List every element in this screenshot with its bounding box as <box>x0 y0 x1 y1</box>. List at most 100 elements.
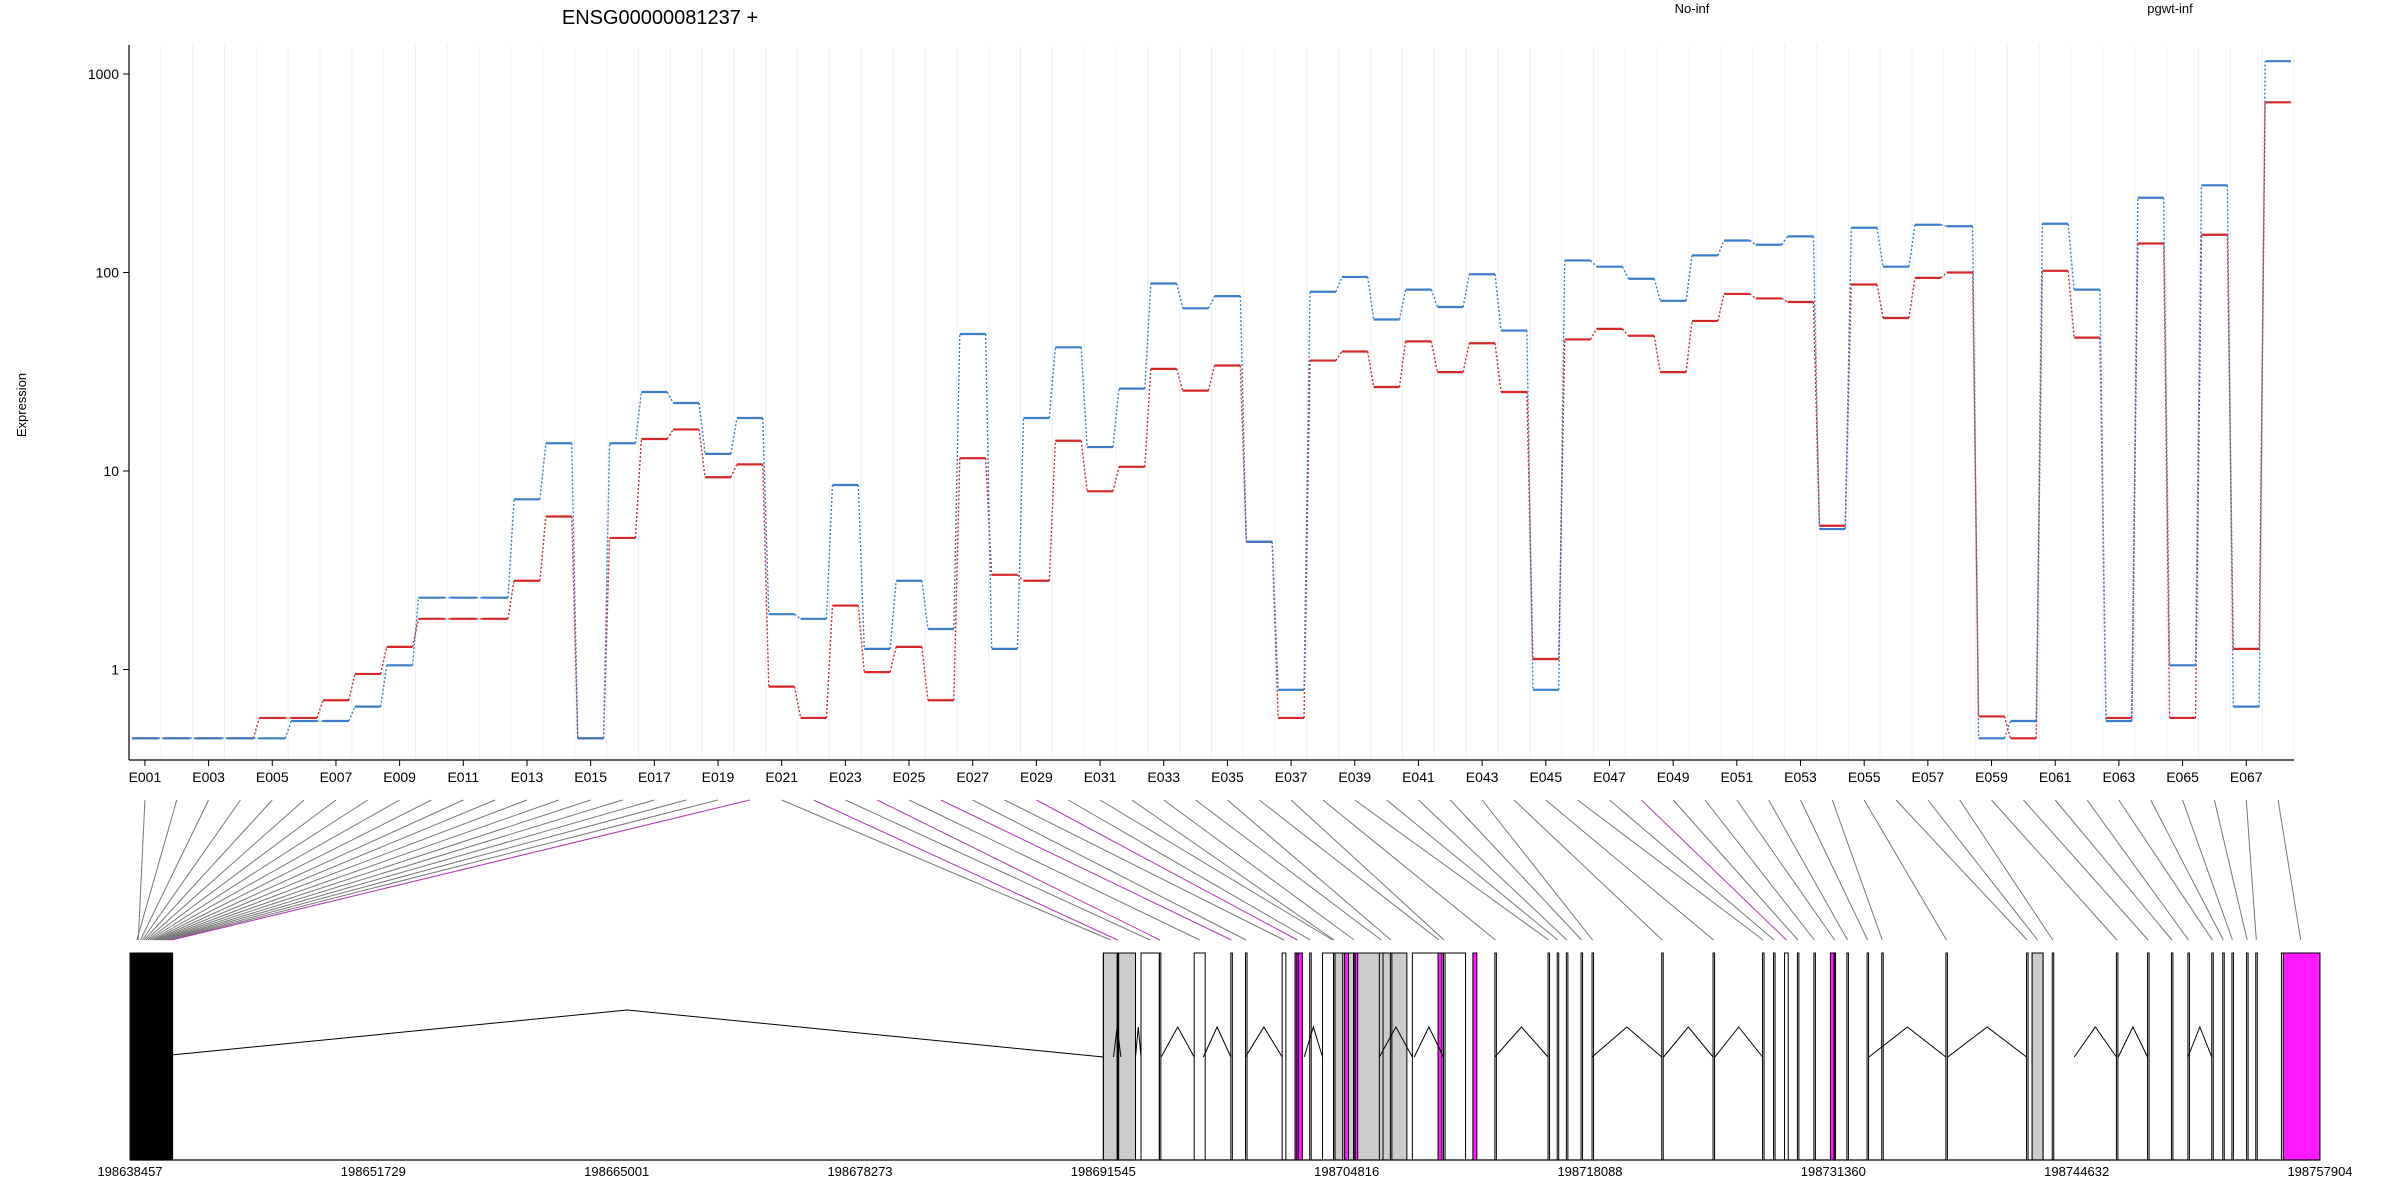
connector-line <box>1322 799 1496 941</box>
series-connector <box>2003 720 2012 739</box>
intron-line <box>1413 1025 1444 1058</box>
exon-outline <box>1773 952 1776 1161</box>
series-connector <box>411 618 420 648</box>
exon-block <box>1102 952 1119 1161</box>
x-tick-label: E015 <box>574 769 607 785</box>
intron-line <box>1378 1025 1413 1058</box>
genomic-tick-label: 198731360 <box>1801 1164 1866 1179</box>
x-tick-label: E003 <box>192 769 225 785</box>
series-connector <box>1558 260 1566 690</box>
x-tick-label: E053 <box>1784 769 1817 785</box>
connector-line <box>972 799 1247 941</box>
exon-outline <box>1945 952 1948 1161</box>
x-tick-label: E011 <box>447 769 479 785</box>
series-connector <box>921 646 929 701</box>
series-connector <box>2194 185 2203 666</box>
series-connector <box>698 429 706 478</box>
series-connector <box>348 706 356 722</box>
series-connector <box>2162 243 2171 718</box>
x-tick-label: E049 <box>1657 769 1690 785</box>
intron-line <box>2117 1025 2149 1058</box>
exon-outline <box>168 952 172 1161</box>
series-connector <box>1175 283 1184 309</box>
series-connector <box>348 673 356 701</box>
connector-line <box>2182 799 2233 941</box>
series-connector <box>953 458 961 701</box>
series-connector <box>1462 343 1470 373</box>
exon-outline <box>1784 952 1789 1161</box>
exon-block <box>1472 952 1478 1161</box>
exon-outline <box>1796 952 1800 1161</box>
series-connector <box>1812 302 1821 526</box>
connector-line <box>143 799 273 941</box>
exon-outline <box>1866 952 1870 1161</box>
connector-line <box>940 799 1232 941</box>
series-connector <box>762 464 770 687</box>
series-connector <box>889 646 897 673</box>
series-connector <box>825 605 834 718</box>
x-tick-label: E043 <box>1466 769 1499 785</box>
y-tick-label: 1000 <box>88 66 119 82</box>
gene-model-track <box>129 952 2321 1161</box>
connector-line <box>1704 799 1815 941</box>
x-tick-label: E025 <box>893 769 926 785</box>
connector-line <box>137 799 146 941</box>
connector-line <box>1577 799 1764 941</box>
genomic-tick-label: 198704816 <box>1314 1164 1379 1179</box>
exon-outline <box>1158 952 1162 1161</box>
series-connector <box>1494 343 1502 393</box>
exon-outline <box>144 952 148 1161</box>
connector-line <box>1640 799 1787 941</box>
connector-line <box>154 799 464 941</box>
connector-line <box>813 799 1118 941</box>
x-tick-label: E035 <box>1211 769 1244 785</box>
intron-line <box>1663 1026 1714 1058</box>
x-tick-label: E023 <box>829 769 862 785</box>
intron-line <box>1135 1026 1142 1058</box>
intron-line <box>1494 1026 1549 1058</box>
exon-outline <box>2246 952 2249 1161</box>
exon-outline <box>1281 952 1287 1161</box>
series-connector <box>984 333 993 649</box>
series-connector <box>1080 440 1088 492</box>
series-connector <box>571 516 579 739</box>
series-connector <box>1144 283 1152 389</box>
connector-line <box>164 799 623 941</box>
series-connector <box>1781 235 1789 246</box>
connector-line <box>876 799 1161 941</box>
connector-line <box>1545 799 1714 941</box>
intron-line <box>1868 1026 1947 1058</box>
connector-line <box>136 799 178 941</box>
x-tick-label: E031 <box>1084 769 1117 785</box>
connector-line <box>166 799 655 941</box>
x-tick-label: E061 <box>2039 769 2072 785</box>
series-connector <box>2131 197 2139 722</box>
series-connector <box>2226 234 2235 649</box>
exon-outline <box>2255 952 2258 1161</box>
connector-line <box>160 799 559 941</box>
exon-outline <box>163 952 166 1161</box>
x-tick-label: E007 <box>320 769 353 785</box>
axes: 1 10 100 1000 E001 E003 E005 E007 E009 E011 E013 E0… <box>88 45 2294 785</box>
connector-line <box>1831 799 1883 941</box>
genomic-tick-label: 198718088 <box>1557 1164 1622 1179</box>
x-tick-label: E057 <box>1912 769 1945 785</box>
intron-line <box>1591 1026 1663 1058</box>
series-connector <box>1430 341 1439 373</box>
series-connector <box>1398 289 1407 320</box>
x-tick-label: E063 <box>2103 769 2136 785</box>
series-connector <box>602 443 611 739</box>
connector-line <box>1768 799 1848 941</box>
series-connector <box>380 665 388 707</box>
connector-line <box>2086 799 2189 941</box>
connector-line <box>2054 799 2173 941</box>
connector-line <box>1354 799 1549 941</box>
connector-line <box>1131 799 1335 941</box>
exon-outline <box>1580 952 1584 1161</box>
x-tick-label: E033 <box>1147 769 1180 785</box>
x-tick-label: E037 <box>1275 769 1308 785</box>
connector-line <box>2150 799 2224 941</box>
series-connector <box>1239 365 1248 542</box>
series-connector <box>1876 284 1884 319</box>
legend-no-inf: No-inf <box>1675 1 1710 16</box>
